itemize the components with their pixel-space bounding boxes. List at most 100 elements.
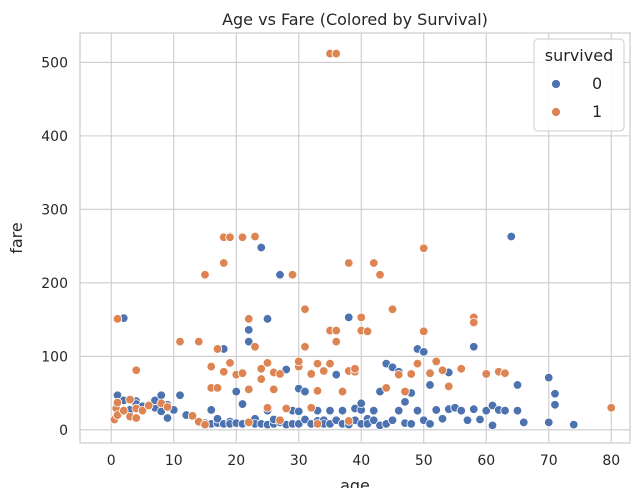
point-survived-1 bbox=[381, 383, 391, 393]
x-tick-label: 50 bbox=[415, 453, 433, 469]
point-survived-1 bbox=[287, 270, 298, 280]
point-survived-1 bbox=[162, 402, 173, 412]
point-survived-1 bbox=[337, 386, 348, 397]
point-survived-1 bbox=[481, 369, 491, 379]
point-survived-0 bbox=[275, 270, 285, 280]
point-survived-1 bbox=[331, 325, 341, 336]
point-survived-0 bbox=[369, 415, 379, 425]
point-survived-1 bbox=[200, 419, 210, 430]
point-survived-0 bbox=[550, 400, 560, 410]
point-survived-1 bbox=[269, 384, 279, 395]
legend-marker-1 bbox=[551, 107, 561, 117]
legend-label-0: 0 bbox=[592, 74, 602, 93]
point-survived-1 bbox=[112, 314, 123, 324]
point-survived-1 bbox=[244, 417, 254, 428]
point-survived-0 bbox=[512, 380, 523, 390]
point-survived-0 bbox=[469, 404, 479, 414]
x-tick-label: 0 bbox=[107, 453, 116, 469]
point-survived-1 bbox=[175, 336, 185, 347]
point-survived-1 bbox=[250, 342, 260, 352]
x-tick-label: 40 bbox=[352, 453, 370, 469]
point-survived-1 bbox=[444, 381, 454, 392]
point-survived-1 bbox=[212, 383, 223, 393]
x-tick-label: 70 bbox=[540, 453, 558, 469]
point-survived-1 bbox=[606, 403, 616, 413]
point-survived-1 bbox=[412, 358, 423, 369]
point-survived-1 bbox=[362, 326, 373, 337]
point-survived-0 bbox=[244, 325, 254, 335]
point-survived-1 bbox=[281, 403, 291, 414]
point-survived-0 bbox=[419, 347, 429, 357]
legend-marker-0 bbox=[551, 79, 561, 89]
point-survived-0 bbox=[237, 399, 248, 409]
point-survived-0 bbox=[331, 369, 341, 380]
point-survived-0 bbox=[394, 405, 404, 416]
x-tick-label: 20 bbox=[227, 453, 245, 469]
point-survived-1 bbox=[212, 344, 223, 354]
point-survived-0 bbox=[406, 419, 416, 429]
point-survived-0 bbox=[462, 415, 473, 425]
point-survived-1 bbox=[356, 312, 366, 323]
point-survived-0 bbox=[487, 420, 498, 431]
point-survived-0 bbox=[294, 406, 304, 417]
point-survived-1 bbox=[369, 258, 379, 268]
y-tick-label: 200 bbox=[41, 276, 68, 292]
point-survived-1 bbox=[294, 356, 304, 367]
point-survived-1 bbox=[131, 413, 141, 423]
point-survived-0 bbox=[244, 336, 254, 347]
point-survived-1 bbox=[331, 48, 341, 59]
legend-label-1: 1 bbox=[592, 102, 602, 121]
point-survived-1 bbox=[300, 304, 310, 314]
point-survived-1 bbox=[331, 336, 341, 347]
point-survived-0 bbox=[256, 242, 266, 253]
point-survived-0 bbox=[387, 415, 398, 425]
point-survived-1 bbox=[187, 411, 198, 421]
point-survived-0 bbox=[544, 417, 554, 428]
point-survived-1 bbox=[375, 270, 385, 280]
point-survived-1 bbox=[144, 400, 154, 411]
point-survived-1 bbox=[256, 364, 266, 374]
point-survived-1 bbox=[275, 415, 285, 425]
point-survived-0 bbox=[344, 312, 354, 323]
point-survived-1 bbox=[400, 386, 410, 397]
point-survived-0 bbox=[300, 386, 310, 397]
point-survived-1 bbox=[306, 369, 316, 379]
point-survived-0 bbox=[456, 405, 466, 416]
point-survived-1 bbox=[500, 368, 510, 378]
point-survived-1 bbox=[237, 232, 248, 242]
point-survived-0 bbox=[425, 419, 435, 429]
point-survived-1 bbox=[325, 358, 335, 369]
point-survived-1 bbox=[419, 326, 429, 337]
point-survived-1 bbox=[219, 367, 229, 377]
point-survived-1 bbox=[344, 258, 354, 268]
legend-title: survived bbox=[545, 46, 613, 65]
x-tick-label: 60 bbox=[477, 453, 495, 469]
point-survived-1 bbox=[194, 336, 204, 347]
point-survived-1 bbox=[250, 231, 260, 242]
point-survived-0 bbox=[469, 342, 479, 352]
point-survived-1 bbox=[244, 384, 254, 395]
point-survived-1 bbox=[131, 365, 141, 375]
chart-title: Age vs Fare (Colored by Survival) bbox=[222, 10, 488, 29]
legend: survived 0 1 bbox=[533, 38, 625, 132]
point-survived-1 bbox=[137, 405, 148, 416]
point-survived-1 bbox=[469, 317, 479, 328]
point-survived-0 bbox=[506, 231, 516, 242]
point-survived-0 bbox=[569, 419, 579, 430]
point-survived-0 bbox=[431, 405, 441, 415]
point-survived-1 bbox=[225, 358, 235, 368]
point-survived-0 bbox=[500, 405, 510, 416]
point-survived-0 bbox=[206, 405, 216, 415]
y-tick-label: 400 bbox=[41, 129, 68, 145]
point-survived-0 bbox=[481, 405, 491, 416]
point-survived-1 bbox=[319, 366, 329, 376]
point-survived-1 bbox=[306, 403, 316, 413]
point-survived-0 bbox=[356, 398, 366, 409]
point-survived-1 bbox=[244, 314, 254, 324]
point-survived-1 bbox=[300, 342, 310, 352]
point-survived-1 bbox=[262, 403, 273, 413]
point-survived-1 bbox=[262, 358, 273, 368]
point-survived-0 bbox=[175, 390, 185, 400]
point-survived-0 bbox=[512, 405, 523, 416]
